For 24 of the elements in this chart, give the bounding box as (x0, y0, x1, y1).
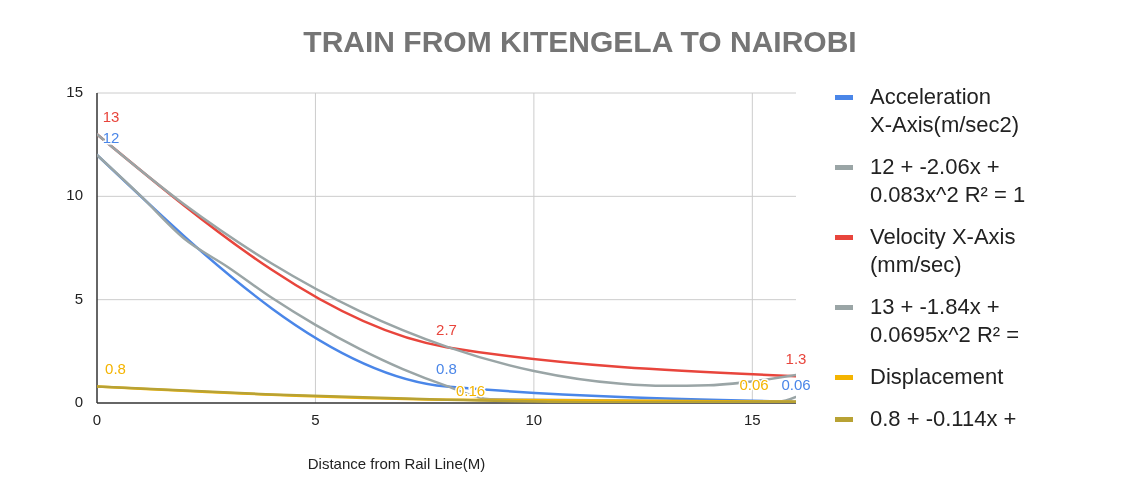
x-tick-label: 10 (525, 411, 543, 428)
data-label: 1.3 (785, 350, 807, 368)
x-tick-label: 15 (743, 411, 761, 428)
y-tick-label: 0 (74, 392, 83, 410)
data-label: 0.8 (436, 360, 457, 378)
x-axis-title: Distance from Rail Line(M) (307, 455, 486, 472)
chart-title: TRAIN FROM KITENGELA TO NAIROBI (303, 25, 857, 58)
data-label: 2.7 (436, 321, 457, 339)
legend-label: 13 + -1.84x + 0.0695x^2 R² = (870, 293, 1020, 347)
data-label: 13 (102, 108, 120, 126)
legend-label: 12 + -2.06x + 0.083x^2 R² = 1 (870, 153, 1026, 207)
data-label: 0.06 (781, 375, 811, 393)
legend-label: 0.8 + -0.114x + (870, 405, 1017, 431)
legend-label: Velocity X-Axis (mm/sec) (870, 223, 1016, 277)
x-tick-label: 5 (311, 411, 320, 428)
data-label: 12 (102, 129, 120, 146)
y-tick-label: 15 (66, 82, 83, 100)
legend-label: Acceleration X-Axis(m/sec2) (870, 83, 1020, 137)
y-tick-label: 5 (74, 289, 83, 307)
x-tick-label: 0 (92, 411, 102, 428)
data-label: 0.8 (105, 360, 126, 378)
y-tick-label: 10 (66, 186, 83, 204)
legend-label: Displacement (870, 363, 1004, 389)
data-label: 0.06 (739, 375, 769, 393)
